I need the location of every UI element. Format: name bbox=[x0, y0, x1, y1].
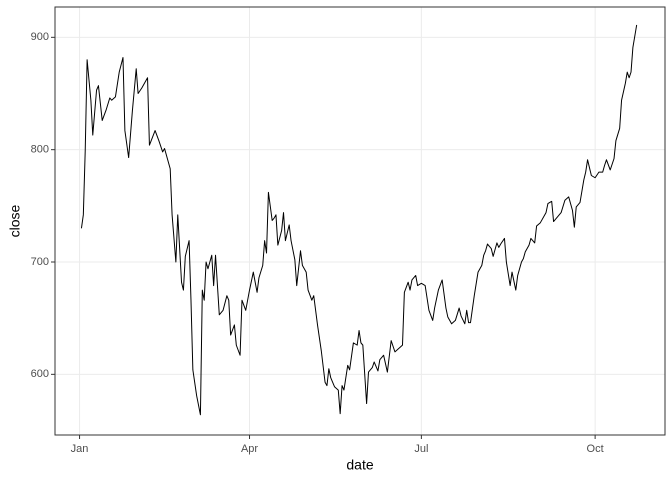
x-axis-title: date bbox=[346, 457, 373, 473]
x-tick-label: Apr bbox=[241, 443, 258, 455]
y-tick-label: 700 bbox=[31, 256, 49, 268]
line bbox=[80, 24, 638, 416]
x-tick-label: Oct bbox=[587, 443, 604, 455]
y-axis-title: close bbox=[7, 204, 23, 237]
x-tick-label: Jan bbox=[71, 443, 89, 455]
panel-border bbox=[54, 6, 666, 436]
y-tick-label: 600 bbox=[31, 368, 49, 380]
y-tick-label: 800 bbox=[31, 144, 49, 156]
x-tick-label: Jul bbox=[414, 443, 428, 455]
y-tick-label: 900 bbox=[31, 31, 49, 43]
